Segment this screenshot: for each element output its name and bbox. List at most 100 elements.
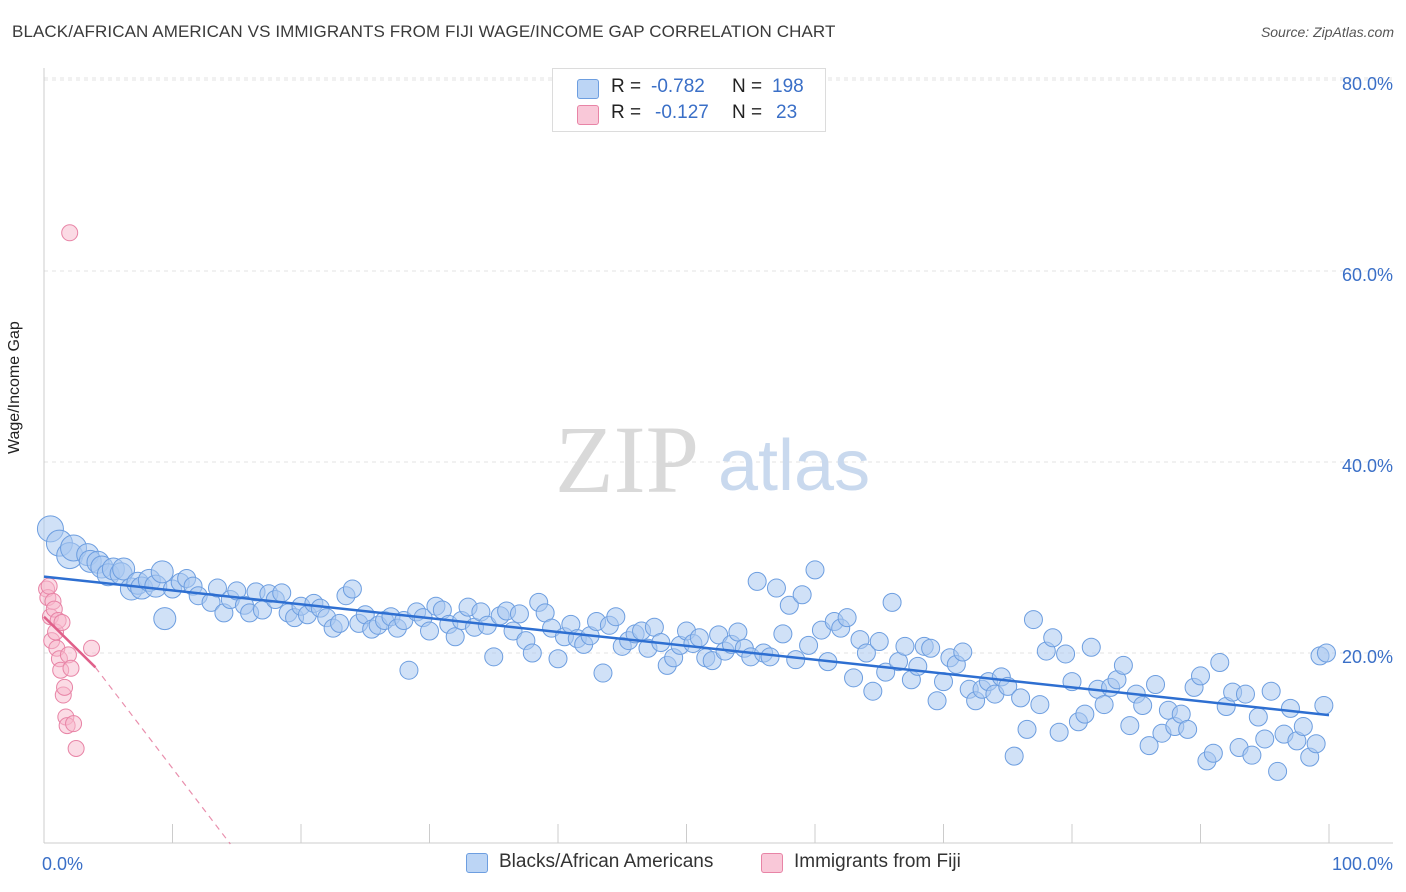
data-point-blue: [1210, 653, 1230, 673]
trend-lines: [43, 575, 1330, 845]
data-point-blue: [837, 608, 857, 628]
data-point-blue: [445, 627, 465, 647]
data-point-blue: [1261, 681, 1281, 701]
data-point-blue: [779, 595, 799, 615]
data-point-blue: [1242, 745, 1262, 765]
data-point-blue: [1004, 746, 1024, 766]
legend-swatch-blue: [577, 79, 599, 99]
data-point-blue: [953, 642, 973, 662]
data-point-blue: [1235, 684, 1255, 704]
y-tick-label: 20.0%: [1342, 647, 1393, 667]
data-point-pink: [62, 659, 80, 677]
legend-r-label: R =: [611, 102, 642, 123]
data-point-blue: [593, 663, 613, 683]
trend-line-pink: [43, 615, 97, 669]
bottom-legend-label: Immigrants from Fiji: [794, 851, 961, 872]
data-point-blue: [805, 560, 825, 580]
data-point-blue: [1094, 695, 1114, 715]
data-point-blue: [272, 583, 292, 603]
data-point-blue: [747, 571, 767, 591]
data-point-blue: [1043, 628, 1063, 648]
legend-r-value: -0.782: [651, 76, 705, 97]
watermark-zip: ZIP: [555, 406, 699, 513]
data-point-blue: [112, 557, 136, 581]
data-point-pink: [56, 678, 74, 696]
data-point-blue: [1191, 666, 1210, 686]
data-point-blue: [1306, 734, 1326, 754]
trend-line-blue: [43, 575, 1330, 717]
data-point-blue: [799, 635, 819, 655]
data-point-blue: [766, 578, 786, 598]
data-point-blue: [728, 622, 748, 642]
data-point-blue: [342, 579, 362, 599]
data-point-blue: [1293, 717, 1313, 737]
data-point-blue: [509, 604, 529, 624]
data-point-blue: [1248, 707, 1268, 727]
data-point-pink: [61, 224, 79, 242]
chart-title: BLACK/AFRICAN AMERICAN VS IMMIGRANTS FRO…: [12, 22, 836, 41]
legend-r-label: R =: [611, 76, 642, 97]
data-point-blue: [1023, 610, 1043, 630]
data-point-blue: [1081, 637, 1101, 657]
y-axis-label: Wage/Income Gap: [6, 321, 23, 454]
legend-swatch-pink: [577, 105, 599, 125]
data-point-blue: [1268, 761, 1288, 781]
correlation-legend: R = -0.782 N = 198 R = -0.127 N = 23: [552, 68, 826, 132]
data-point-blue: [1203, 743, 1223, 763]
data-point-blue: [1146, 675, 1166, 695]
watermark-atlas: atlas: [718, 426, 870, 506]
data-point-blue: [548, 649, 568, 669]
series-immigrants-from-fiji: [38, 224, 101, 757]
legend-n-value: 23: [776, 102, 798, 123]
data-point-blue: [1139, 736, 1159, 756]
data-point-blue: [760, 647, 780, 667]
data-point-blue: [1316, 643, 1336, 663]
data-point-blue: [895, 636, 915, 656]
data-point-blue: [399, 660, 419, 680]
legend-r-value: -0.127: [655, 102, 709, 123]
trend-line-pink-extension: [94, 666, 231, 845]
data-point-blue: [207, 578, 227, 598]
data-point-blue: [1113, 655, 1133, 675]
data-point-blue: [869, 632, 889, 652]
x-tick-label: 100.0%: [1332, 854, 1393, 874]
series-blacks-african-americans: [36, 515, 1336, 781]
legend-n-value: 198: [772, 76, 804, 97]
bottom-legend-label: Blacks/African Americans: [499, 851, 714, 872]
data-point-blue: [1030, 695, 1050, 715]
data-point-blue: [1075, 704, 1095, 724]
data-point-blue: [150, 560, 174, 584]
data-point-blue: [1049, 722, 1069, 742]
gridlines: [44, 77, 1393, 654]
data-point-blue: [1314, 696, 1334, 716]
data-point-blue: [1056, 644, 1076, 664]
data-point-pink: [83, 639, 101, 657]
axes: [43, 68, 1393, 844]
y-tick-label: 80.0%: [1342, 74, 1393, 94]
y-tick-label: 40.0%: [1342, 456, 1393, 476]
data-point-blue: [606, 607, 626, 627]
data-point-blue: [1178, 719, 1198, 739]
data-point-blue: [709, 625, 729, 645]
data-point-blue: [1133, 696, 1153, 716]
data-point-pink: [65, 715, 83, 733]
data-point-blue: [844, 668, 864, 688]
data-point-blue: [927, 691, 947, 711]
y-tick-label: 60.0%: [1342, 265, 1393, 285]
data-point-blue: [1017, 719, 1037, 739]
data-point-blue: [921, 638, 941, 658]
legend-n-label: N =: [732, 76, 763, 97]
source-label: Source: ZipAtlas.com: [1260, 24, 1394, 40]
data-point-blue: [1120, 716, 1140, 736]
legend-n-label: N =: [732, 102, 763, 123]
data-point-blue: [863, 681, 883, 701]
bottom-legend-swatch-blue: [466, 853, 488, 873]
data-point-blue: [522, 643, 542, 663]
data-point-blue: [330, 613, 350, 633]
data-point-pink: [67, 740, 85, 757]
data-point-blue: [773, 624, 793, 644]
data-point-pink: [53, 613, 71, 631]
data-point-pink: [40, 577, 58, 595]
data-point-blue: [153, 607, 177, 631]
